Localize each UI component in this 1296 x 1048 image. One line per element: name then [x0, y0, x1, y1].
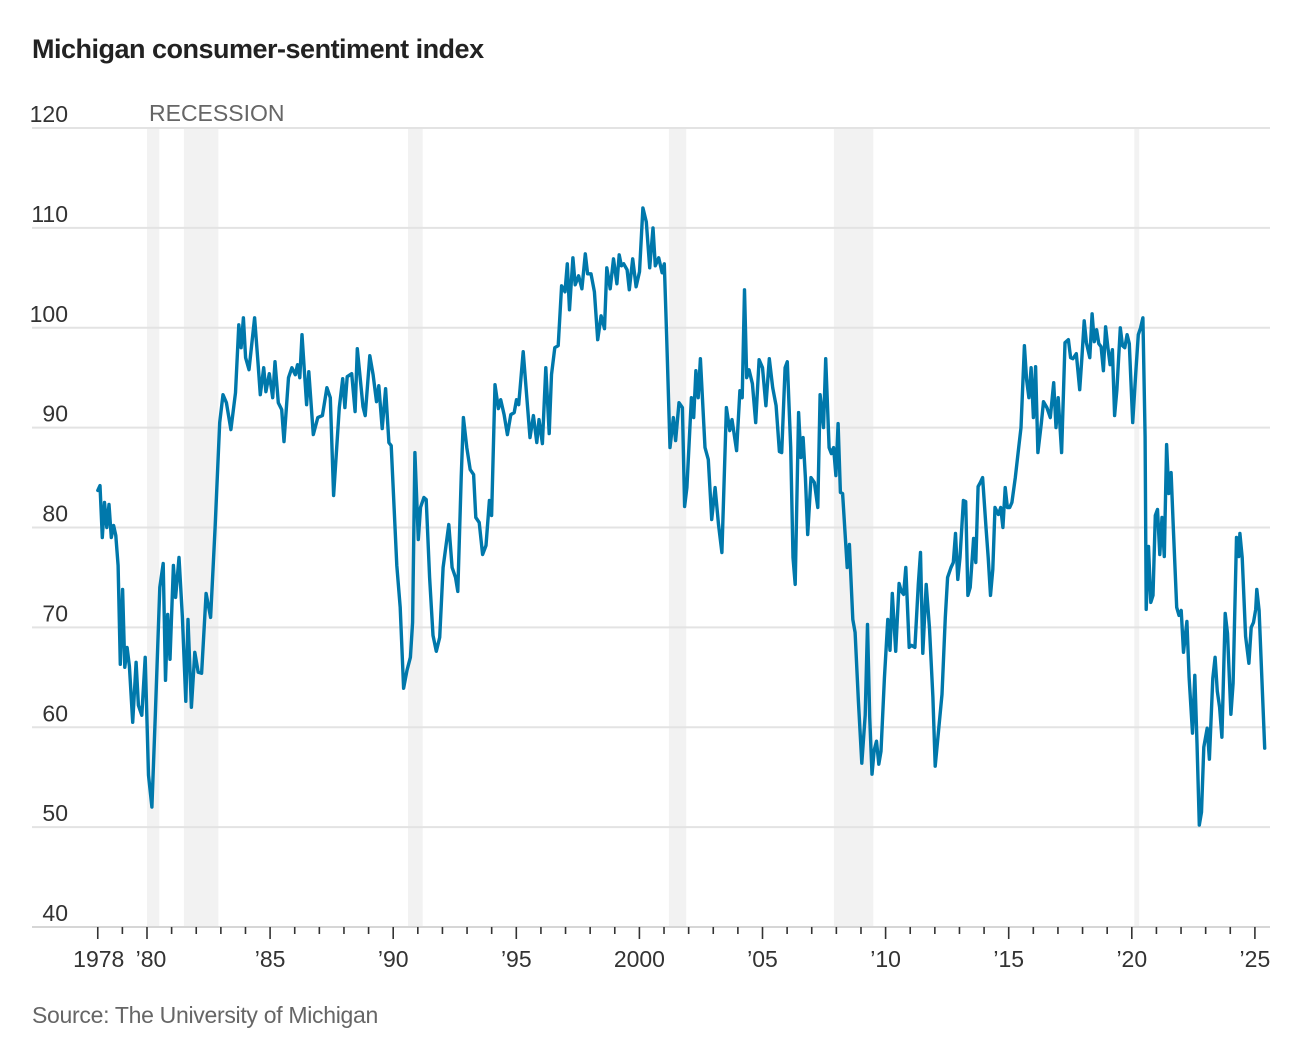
y-tick-label: 40 — [42, 900, 68, 926]
x-axis: 1978 ’80 ’85 ’90 ’95 2000 ’05 ’10 ’15 ’20 ’25 — [73, 927, 1270, 972]
x-tick-label: 2000 — [614, 946, 665, 972]
y-tick-label: 70 — [42, 600, 68, 626]
chart-title: Michigan consumer-sentiment index — [32, 34, 484, 64]
recession-label: RECESSION — [149, 100, 284, 126]
line-chart: RECESSION 40 50 60 70 80 90 100 110 120 1978 ’80 ’… — [30, 100, 1271, 972]
x-tick-label: ’15 — [993, 946, 1024, 972]
x-tick-label: ’95 — [501, 946, 532, 972]
x-tick-label: ’25 — [1240, 946, 1271, 972]
x-tick-label: ’10 — [870, 946, 901, 972]
y-tick-label: 120 — [30, 101, 68, 127]
x-tick-label: 1978 — [73, 946, 124, 972]
series-group — [96, 206, 1267, 827]
y-tick-label: 110 — [31, 201, 68, 227]
y-axis: 40 50 60 70 80 90 100 110 120 — [30, 101, 68, 926]
y-tick-label: 50 — [42, 800, 68, 826]
series-line — [96, 206, 1267, 827]
y-tick-label: 80 — [42, 501, 68, 527]
y-tick-label: 100 — [30, 301, 68, 327]
y-tick-label: 90 — [42, 401, 68, 427]
x-tick-label: ’85 — [255, 946, 286, 972]
source-note: Source: The University of Michigan — [32, 1002, 379, 1028]
x-tick-label: ’20 — [1116, 946, 1147, 972]
x-tick-label: ’90 — [378, 946, 409, 972]
x-tick-label: ’05 — [747, 946, 778, 972]
y-tick-label: 60 — [42, 700, 68, 726]
x-tick-label: ’80 — [136, 946, 167, 972]
